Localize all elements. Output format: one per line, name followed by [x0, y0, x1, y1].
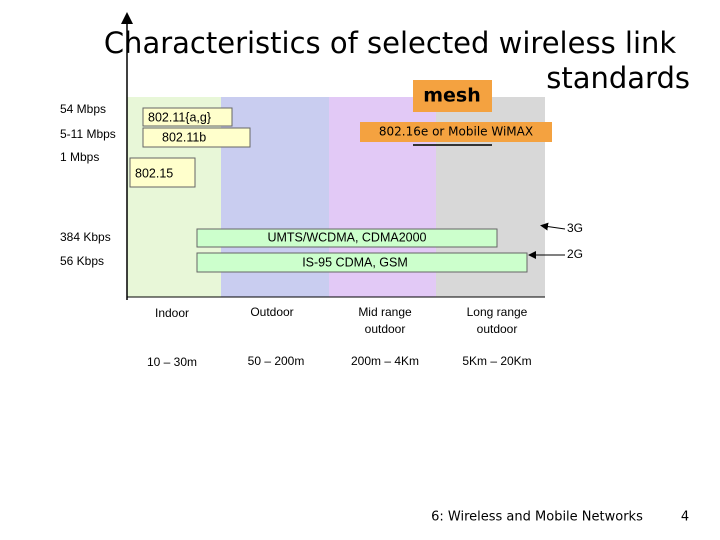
env-label: outdoor: [477, 322, 518, 336]
title-line: standards: [546, 61, 690, 95]
distance-label: 10 – 30m: [147, 355, 197, 369]
env-label: Long range: [467, 305, 528, 319]
standard-label: 802.16e or Mobile WiMAX: [379, 125, 533, 139]
distance-label: 5Km – 20Km: [462, 354, 531, 368]
standard-label: IS-95 CDMA, GSM: [302, 255, 408, 269]
standard-box: [142, 107, 233, 127]
page-number: 4: [681, 510, 689, 525]
footer-course: 6: Wireless and Mobile Networks: [431, 510, 643, 525]
env-label: outdoor: [365, 322, 406, 336]
standard-box: [196, 228, 498, 248]
title-line: Characteristics of selected wireless lin…: [104, 26, 677, 60]
gen-label: 3G: [567, 221, 583, 235]
standard-label: 802.15: [135, 166, 173, 180]
standard-box: [129, 157, 196, 188]
env-label: Mid range: [358, 305, 412, 319]
distance-label: 50 – 200m: [248, 354, 305, 368]
env-label: Outdoor: [250, 305, 293, 319]
gen-pointer: [540, 222, 566, 231]
standard-label: 802.11b: [162, 130, 206, 144]
env-label: Indoor: [155, 306, 189, 320]
rate-label: 384 Kbps: [60, 230, 111, 244]
mesh-label: mesh: [423, 85, 481, 107]
gen-label: 2G: [567, 247, 583, 261]
standard-label: 802.11{a,g}: [148, 110, 211, 124]
rate-label: 5-11 Mbps: [60, 127, 116, 141]
standard-box: [360, 122, 552, 142]
rate-label: 1 Mbps: [60, 150, 99, 164]
mesh-box: [413, 80, 492, 112]
distance-label: 200m – 4Km: [351, 354, 419, 368]
standard-label: UMTS/WCDMA, CDMA2000: [267, 230, 426, 244]
rate-label: 56 Kbps: [60, 254, 104, 268]
standard-box: [142, 127, 251, 148]
standard-box: [196, 252, 528, 273]
rate-label: 54 Mbps: [60, 102, 106, 116]
